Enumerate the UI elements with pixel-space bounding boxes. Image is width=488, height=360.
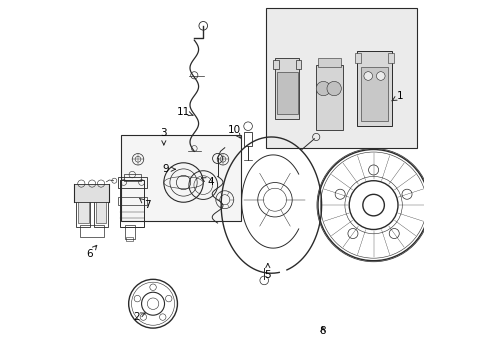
Bar (265, 8, 416, 148)
Text: 6: 6 (86, 246, 97, 258)
Bar (78, 189, 82, 195)
Text: 10: 10 (227, 125, 241, 138)
Bar (101, 189, 105, 195)
Bar (121, 135, 241, 221)
Bar (96, 193, 106, 223)
Bar (123, 174, 141, 181)
Text: 1: 1 (391, 91, 403, 101)
Bar (295, 60, 301, 69)
Text: 8: 8 (319, 325, 325, 336)
Text: 11: 11 (177, 107, 193, 117)
Circle shape (316, 81, 330, 96)
Bar (244, 132, 252, 146)
Bar (126, 237, 132, 241)
Bar (274, 58, 299, 119)
Bar (124, 225, 135, 239)
Bar (74, 184, 109, 202)
Bar (317, 58, 341, 67)
Bar (357, 51, 391, 126)
Bar (78, 193, 88, 223)
Bar (276, 72, 297, 114)
Bar (118, 197, 147, 205)
Text: 9: 9 (162, 164, 175, 174)
Bar (76, 187, 90, 226)
Text: 5: 5 (264, 264, 270, 280)
Bar (118, 177, 147, 188)
Bar (316, 65, 343, 130)
Bar (94, 187, 108, 226)
Circle shape (376, 72, 384, 80)
Bar (80, 225, 104, 237)
Bar (96, 189, 100, 195)
Bar (273, 60, 278, 69)
Text: 3: 3 (160, 129, 167, 145)
Text: 2: 2 (133, 312, 145, 322)
Bar (83, 189, 87, 195)
Bar (120, 180, 144, 226)
Bar (360, 67, 387, 121)
Text: 7: 7 (139, 198, 151, 210)
Text: 4: 4 (201, 177, 213, 187)
Bar (354, 53, 360, 63)
Circle shape (363, 72, 372, 80)
Bar (387, 53, 394, 63)
Circle shape (326, 81, 341, 96)
